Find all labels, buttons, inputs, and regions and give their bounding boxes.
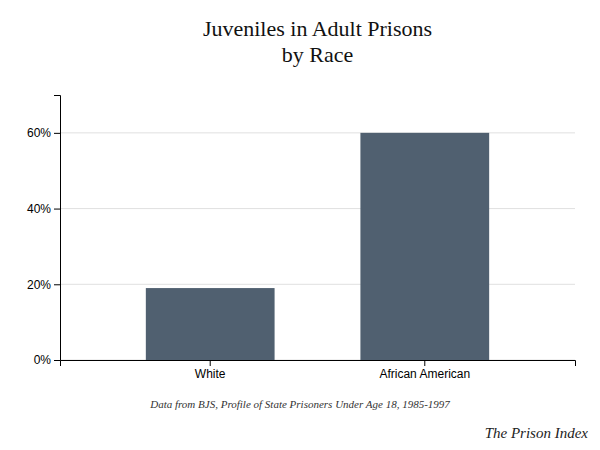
bar xyxy=(146,288,275,360)
grid-line xyxy=(60,208,575,209)
y-tick-label: 60% xyxy=(27,126,51,140)
y-axis-line xyxy=(54,96,61,361)
bars xyxy=(146,133,489,360)
x-tick-mark xyxy=(210,360,211,366)
chart-svg: 0% 20% 40% 60% White African American Juvenile… xyxy=(0,0,600,450)
x-tick-label: African American xyxy=(379,367,470,381)
title: Juveniles in Adult Prisonsby Race xyxy=(203,16,432,67)
x-tick-label: White xyxy=(195,367,226,381)
footnote: Data from BJS, Profile of State Prisoner… xyxy=(149,398,450,410)
y-tick: 60% xyxy=(27,126,60,140)
y-tick: 20% xyxy=(27,278,60,292)
y-tick-mark xyxy=(54,360,60,361)
y-tick-label: 20% xyxy=(27,278,51,292)
y-tick-label: 0% xyxy=(34,353,52,367)
y-tick-mark xyxy=(54,209,60,210)
x-axis: White African American xyxy=(61,360,576,381)
title-line: Juveniles in Adult Prisons xyxy=(203,16,432,41)
grid xyxy=(60,133,575,360)
chart-container: 0% 20% 40% 60% White African American Juvenile… xyxy=(0,0,600,450)
grid-line xyxy=(60,132,575,133)
watermark: The Prison Index xyxy=(485,425,589,441)
x-tick-mark xyxy=(424,360,425,366)
y-tick-label: 40% xyxy=(27,202,51,216)
x-axis-line xyxy=(61,361,576,367)
y-tick-mark xyxy=(54,284,60,285)
x-tick: African American xyxy=(379,360,470,381)
title-line: by Race xyxy=(282,42,353,67)
y-tick: 40% xyxy=(27,202,60,216)
y-axis: 0% 20% 40% 60% xyxy=(27,96,61,368)
y-tick: 0% xyxy=(34,353,60,367)
grid-line xyxy=(60,284,575,285)
bar xyxy=(360,133,489,360)
x-tick: White xyxy=(195,360,226,381)
y-tick-mark xyxy=(54,133,60,134)
